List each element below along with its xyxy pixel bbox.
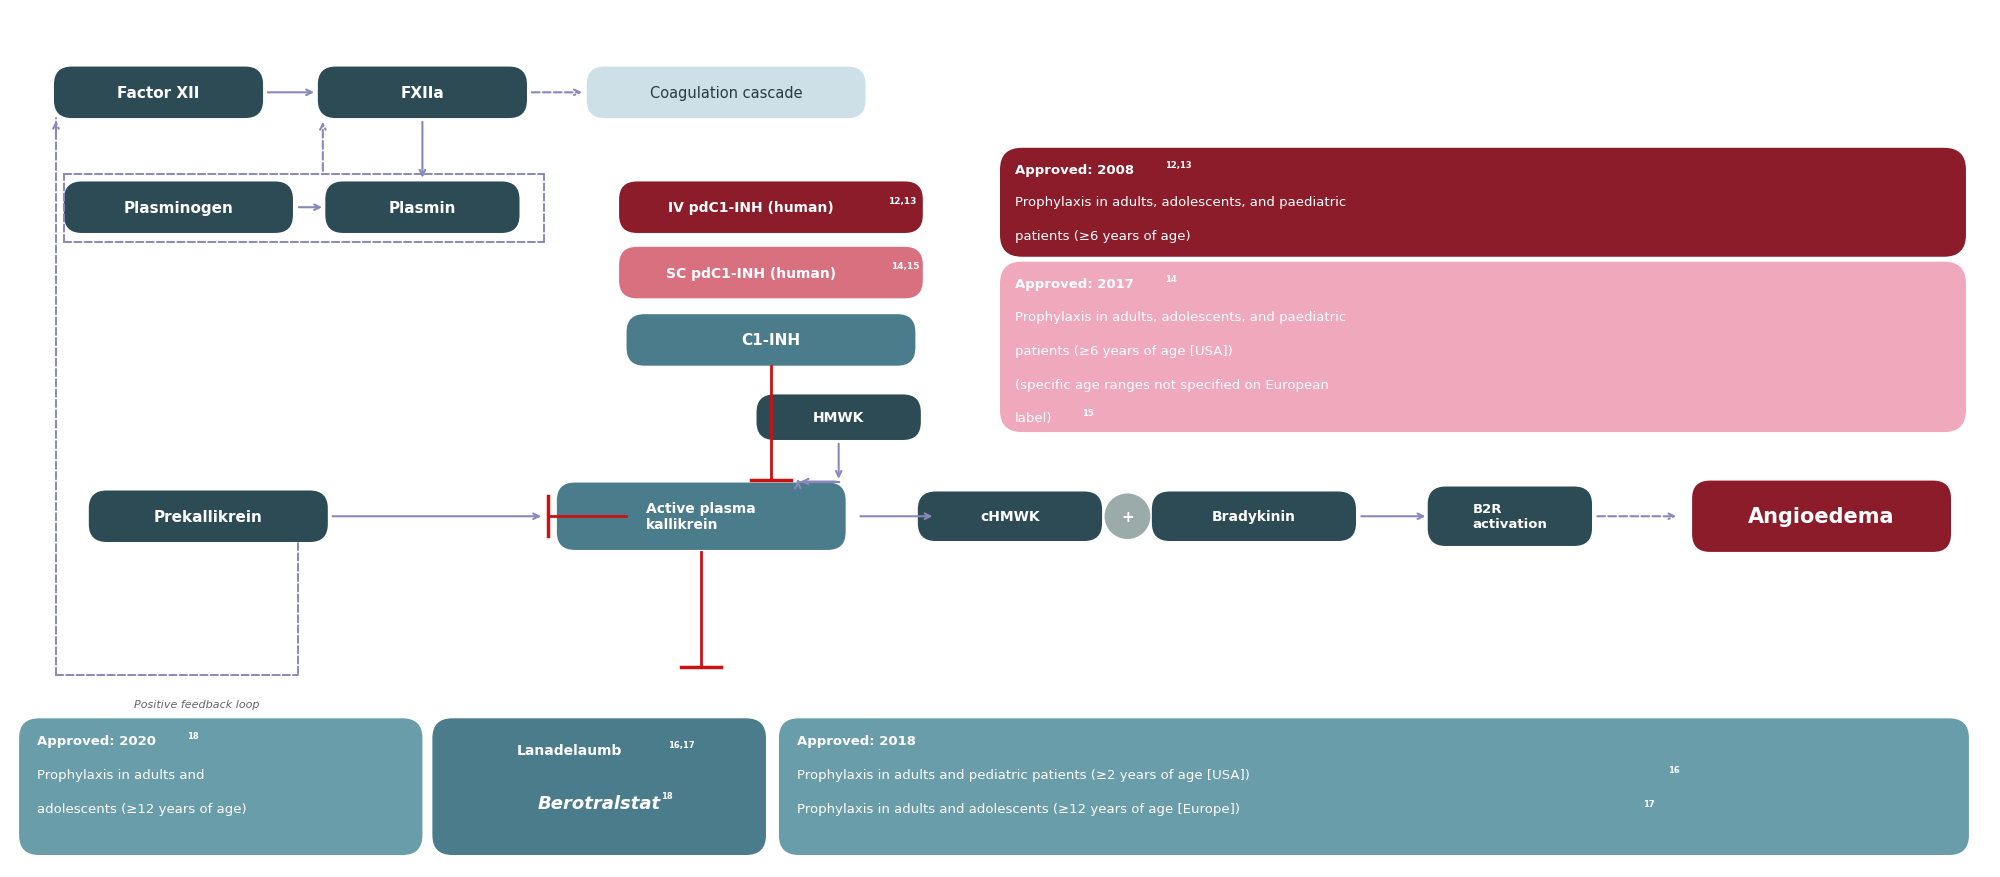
FancyBboxPatch shape [88, 491, 328, 542]
FancyBboxPatch shape [586, 68, 866, 119]
Text: FXIIa: FXIIa [400, 86, 444, 101]
FancyBboxPatch shape [64, 182, 292, 233]
Text: 17: 17 [1644, 799, 1654, 808]
Text: 14,15: 14,15 [892, 262, 920, 271]
Text: Positive feedback loop: Positive feedback loop [134, 700, 260, 709]
FancyBboxPatch shape [1428, 487, 1592, 546]
FancyBboxPatch shape [918, 492, 1102, 541]
Text: 15: 15 [1082, 409, 1094, 417]
Text: Berotralstat: Berotralstat [538, 794, 660, 812]
Text: C1-INH: C1-INH [742, 333, 800, 348]
Text: 18: 18 [188, 731, 200, 740]
FancyBboxPatch shape [432, 718, 766, 855]
Text: Bradykinin: Bradykinin [1212, 510, 1296, 524]
Text: Approved: 2018: Approved: 2018 [796, 734, 916, 747]
FancyBboxPatch shape [20, 718, 422, 855]
Text: label): label) [1014, 412, 1052, 424]
Text: adolescents (≥12 years of age): adolescents (≥12 years of age) [38, 802, 246, 815]
Text: +: + [1122, 510, 1134, 524]
Text: Approved: 2017: Approved: 2017 [1014, 277, 1134, 290]
Text: 14: 14 [1166, 275, 1178, 283]
Text: Prophylaxis in adults, adolescents, and paediatric: Prophylaxis in adults, adolescents, and … [1014, 310, 1346, 324]
Text: 16: 16 [1668, 765, 1680, 774]
Text: SC pdC1-INH (human): SC pdC1-INH (human) [666, 267, 836, 281]
Text: Angioedema: Angioedema [1748, 507, 1894, 527]
FancyBboxPatch shape [1152, 492, 1356, 541]
Text: 12,13: 12,13 [888, 196, 916, 205]
Text: Plasminogen: Plasminogen [124, 201, 234, 216]
Text: IV pdC1-INH (human): IV pdC1-INH (human) [668, 201, 834, 215]
FancyBboxPatch shape [1000, 148, 1966, 258]
FancyBboxPatch shape [1000, 262, 1966, 432]
Text: Prophylaxis in adults and pediatric patients (≥2 years of age [USA]): Prophylaxis in adults and pediatric pati… [796, 768, 1250, 781]
Text: 18: 18 [660, 791, 672, 800]
Text: Plasmin: Plasmin [388, 201, 456, 216]
FancyBboxPatch shape [1692, 481, 1952, 553]
Text: 12,13: 12,13 [1166, 160, 1192, 169]
FancyBboxPatch shape [778, 718, 1968, 855]
Text: Prekallikrein: Prekallikrein [154, 510, 262, 524]
Text: Approved: 2008: Approved: 2008 [1014, 163, 1134, 176]
Text: Approved: 2020: Approved: 2020 [38, 734, 156, 747]
Text: 16,17: 16,17 [668, 740, 694, 749]
FancyBboxPatch shape [54, 68, 264, 119]
Text: Prophylaxis in adults and: Prophylaxis in adults and [38, 768, 204, 781]
Text: Factor XII: Factor XII [118, 86, 200, 101]
Text: HMWK: HMWK [812, 410, 864, 424]
FancyBboxPatch shape [756, 395, 920, 440]
Text: patients (≥6 years of age [USA]): patients (≥6 years of age [USA]) [1014, 345, 1232, 358]
FancyBboxPatch shape [556, 483, 846, 550]
Text: Prophylaxis in adults, adolescents, and paediatric: Prophylaxis in adults, adolescents, and … [1014, 196, 1346, 209]
FancyBboxPatch shape [620, 247, 922, 299]
Text: Prophylaxis in adults and adolescents (≥12 years of age [Europe]): Prophylaxis in adults and adolescents (≥… [796, 802, 1240, 815]
Text: (specific age ranges not specified on European: (specific age ranges not specified on Eu… [1014, 378, 1328, 391]
Text: cHMWK: cHMWK [980, 510, 1040, 524]
Text: Coagulation cascade: Coagulation cascade [650, 86, 802, 101]
FancyBboxPatch shape [620, 182, 922, 233]
FancyBboxPatch shape [318, 68, 526, 119]
Text: Lanadelaumb: Lanadelaumb [516, 743, 622, 757]
Text: B2R
activation: B2R activation [1472, 503, 1548, 531]
FancyBboxPatch shape [626, 315, 916, 367]
FancyBboxPatch shape [326, 182, 520, 233]
Text: patients (≥6 years of age): patients (≥6 years of age) [1014, 230, 1190, 243]
Circle shape [1104, 494, 1150, 539]
Text: Active plasma
kallikrein: Active plasma kallikrein [646, 502, 756, 531]
